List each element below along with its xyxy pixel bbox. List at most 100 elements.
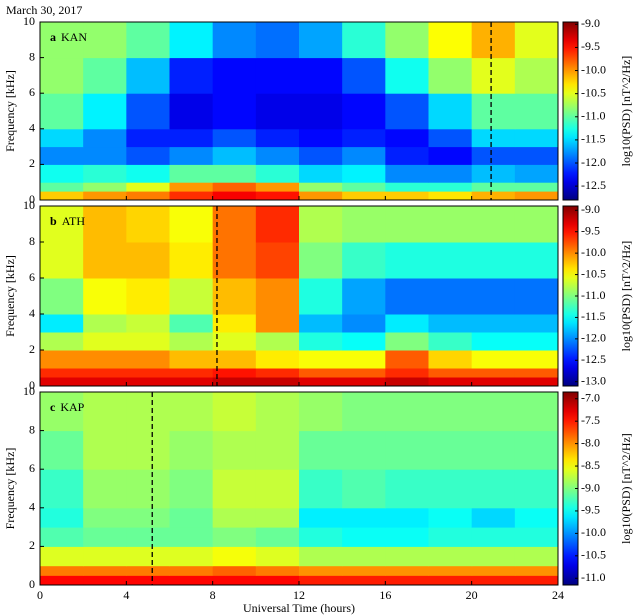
heatmap-cell bbox=[342, 565, 386, 576]
heatmap-cell bbox=[299, 206, 343, 243]
heatmap-cell bbox=[428, 546, 473, 567]
colorbar bbox=[562, 21, 579, 201]
heatmap-cell bbox=[83, 575, 127, 586]
heatmap-cell bbox=[212, 93, 257, 130]
heatmap-cell bbox=[169, 182, 214, 192]
heatmap-cell bbox=[40, 527, 84, 547]
heatmap-cell bbox=[169, 430, 214, 470]
heatmap-cell bbox=[212, 206, 257, 243]
x-tick-label: 20 bbox=[466, 588, 478, 602]
heatmap-cell bbox=[299, 507, 343, 528]
heatmap-cell bbox=[471, 128, 516, 148]
heatmap-cell bbox=[212, 278, 257, 315]
heatmap-cell bbox=[299, 392, 343, 432]
heatmap-cell bbox=[514, 128, 559, 148]
heatmap-cell bbox=[40, 377, 84, 387]
colorbar-tick-label: -12.5 bbox=[581, 178, 606, 192]
y-tick-label: 6 bbox=[29, 85, 35, 99]
heatmap-cell bbox=[255, 57, 300, 94]
heatmap-cell bbox=[428, 392, 473, 432]
heatmap-cell bbox=[471, 392, 516, 432]
heatmap-cell bbox=[83, 57, 127, 94]
heatmap-cell bbox=[342, 314, 386, 333]
heatmap-cell bbox=[169, 242, 214, 279]
heatmap-cell bbox=[126, 430, 170, 470]
heatmap-cell bbox=[212, 392, 257, 432]
heatmap-cell bbox=[83, 350, 127, 369]
heatmap-cell bbox=[83, 469, 127, 509]
heatmap-cell bbox=[299, 368, 343, 378]
heatmap-cell bbox=[169, 332, 214, 351]
colorbar-tick-label: -12.5 bbox=[581, 352, 606, 366]
heatmap-cell bbox=[428, 164, 473, 183]
heatmap-cell bbox=[40, 278, 84, 315]
colorbar-tick-label: -8.5 bbox=[581, 458, 600, 472]
y-tick-label: 4 bbox=[29, 500, 35, 514]
panel-letter: c bbox=[50, 400, 56, 414]
heatmap-cell bbox=[126, 206, 170, 243]
heatmap-cell bbox=[40, 242, 84, 279]
heatmap-cell bbox=[255, 164, 300, 183]
heatmap-cell bbox=[40, 22, 84, 59]
heatmap-cell bbox=[169, 164, 214, 183]
heatmap-cell bbox=[299, 93, 343, 130]
heatmap-cell bbox=[212, 350, 257, 369]
heatmap-cell bbox=[40, 206, 84, 243]
heatmap-cell bbox=[126, 191, 170, 201]
heatmap-cell bbox=[514, 57, 559, 94]
heatmap-cell bbox=[255, 392, 300, 432]
heatmap-cell bbox=[83, 93, 127, 130]
y-tick-label: 6 bbox=[29, 270, 35, 284]
heatmap-cell bbox=[471, 350, 516, 369]
heatmap-cell bbox=[428, 507, 473, 528]
heatmap-cell bbox=[40, 182, 84, 192]
colorbar-label: log10(PSD) [nT^2/Hz] bbox=[619, 241, 633, 352]
heatmap-cell bbox=[428, 57, 473, 94]
heatmap-cell bbox=[299, 332, 343, 351]
heatmap-cell bbox=[428, 565, 473, 576]
heatmap-cell bbox=[428, 128, 473, 148]
heatmap-cell bbox=[169, 546, 214, 567]
station-name: ATH bbox=[62, 214, 86, 228]
colorbar-tick-label: -8.0 bbox=[581, 435, 600, 449]
colorbar-tick-label: -11.5 bbox=[581, 132, 606, 146]
heatmap-cell bbox=[471, 368, 516, 378]
heatmap-cell bbox=[428, 469, 473, 509]
heatmap-cell bbox=[299, 350, 343, 369]
heatmap-cell bbox=[514, 332, 559, 351]
x-tick-label: 16 bbox=[379, 588, 391, 602]
heatmap-cell bbox=[299, 469, 343, 509]
heatmap-cell bbox=[169, 93, 214, 130]
heatmap-cell bbox=[126, 368, 170, 378]
heatmap-cell bbox=[342, 164, 386, 183]
panel-label: c KAP bbox=[50, 400, 85, 414]
heatmap-cell bbox=[255, 128, 300, 148]
heatmap-cell bbox=[299, 164, 343, 183]
heatmap-cell bbox=[299, 242, 343, 279]
colorbar-tick-label: -10.0 bbox=[581, 62, 606, 76]
heatmap-cell bbox=[212, 57, 257, 94]
heatmap-cell bbox=[83, 182, 127, 192]
heatmap-cell bbox=[126, 128, 170, 148]
heatmap-cell bbox=[299, 314, 343, 333]
colorbar-tick-label: -7.0 bbox=[581, 390, 600, 404]
heatmap-cell bbox=[212, 527, 257, 547]
heatmap-cell bbox=[126, 469, 170, 509]
heatmap-cell bbox=[471, 507, 516, 528]
heatmap-cell bbox=[83, 332, 127, 351]
heatmap-cell bbox=[514, 278, 559, 315]
colorbar-tick-label: -12.0 bbox=[581, 331, 606, 345]
heatmap-cell bbox=[428, 146, 473, 165]
y-tick-label: 2 bbox=[29, 342, 35, 356]
heatmap-cell bbox=[40, 93, 84, 130]
heatmap-cell bbox=[212, 182, 257, 192]
heatmap-cell bbox=[385, 575, 429, 586]
heatmap-cell bbox=[514, 546, 559, 567]
x-tick-label: 24 bbox=[552, 588, 564, 602]
heatmap-cell bbox=[212, 191, 257, 201]
heatmap-cell bbox=[255, 93, 300, 130]
heatmap-cell bbox=[342, 575, 386, 586]
heatmap-cell bbox=[471, 182, 516, 192]
heatmap-cell bbox=[342, 206, 386, 243]
heatmap-cell bbox=[342, 507, 386, 528]
